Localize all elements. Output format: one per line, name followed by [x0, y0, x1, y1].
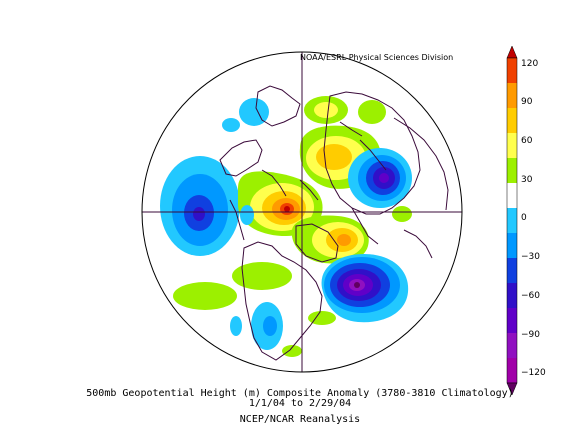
- gulf-high-small: [282, 345, 302, 357]
- caption-source: NCEP/NCAR Reanalysis: [239, 414, 361, 425]
- colorbar-block: [507, 83, 517, 109]
- subtropic-high-small: [308, 311, 336, 325]
- colorbar-block: [507, 208, 517, 234]
- asia-high-small: [392, 206, 412, 222]
- colorbar-block: [507, 308, 517, 334]
- colorbar-block: [507, 58, 517, 84]
- colorbar-block: [507, 233, 517, 259]
- caption-dates: 1/1/04 to 2/29/04: [248, 398, 352, 409]
- colorbar-label-neg60: −60: [521, 291, 540, 301]
- colorbar-label-90: 90: [521, 97, 533, 107]
- colorbar-label-120: 120: [521, 59, 539, 69]
- colorbar-block: [507, 158, 517, 184]
- pacific-low-small: [230, 316, 242, 336]
- credit-text: NOAA/ESRL Physical Sciences Division: [300, 53, 454, 62]
- anomaly-contours: [160, 96, 412, 357]
- colorbar-block: [507, 108, 517, 134]
- colorbar-block: [507, 283, 517, 309]
- pacific-se-high: [173, 282, 237, 310]
- colorbar-block: [507, 358, 517, 384]
- colorbar-label-60: 60: [521, 136, 533, 146]
- siberia-high: [358, 100, 386, 124]
- pacific-small-low-2: [222, 118, 240, 132]
- colorbar: [506, 45, 518, 396]
- colorbar-label-neg30: −30: [521, 252, 540, 262]
- beaufort-high: [238, 171, 323, 236]
- namerica-high: [232, 262, 292, 290]
- bering-low: [240, 205, 254, 225]
- colorbar-label-neg90: −90: [521, 330, 540, 340]
- coastlines: [219, 85, 449, 361]
- colorbar-block: [507, 183, 517, 209]
- pacific-low: [160, 156, 240, 256]
- colorbar-label-30: 30: [521, 175, 533, 185]
- namerica-low-core: [263, 316, 277, 336]
- colorbar-label-neg120: −120: [521, 368, 546, 378]
- russia-low: [348, 148, 412, 208]
- colorbar-label-0: 0: [521, 213, 527, 223]
- caption-title: 500mb Geopotential Height (m) Composite …: [86, 388, 514, 399]
- atlantic-low: [321, 254, 409, 323]
- colorbar-block: [507, 258, 517, 284]
- colorbar-block: [507, 133, 517, 159]
- map-boundary: [141, 51, 463, 373]
- graticule: [142, 52, 462, 372]
- colorbar-block: [507, 333, 517, 359]
